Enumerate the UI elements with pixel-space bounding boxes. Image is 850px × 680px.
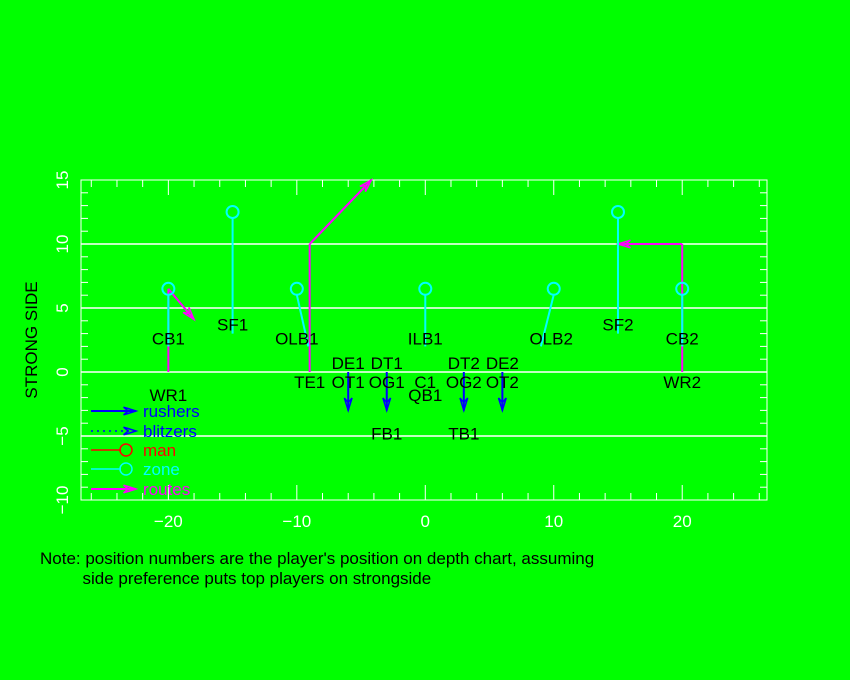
arrow-head-icon — [359, 178, 374, 192]
x-tick-label: 10 — [544, 512, 563, 531]
plot-frame — [80, 179, 768, 501]
rusher-label: DE1 — [332, 354, 365, 373]
zone-defender-ilb1: ILB1 — [408, 281, 443, 349]
legend-arrow-icon — [91, 484, 139, 494]
zone-line — [295, 294, 310, 347]
zone-defender-sf2: SF2 — [602, 205, 634, 335]
zone-circle-icon — [289, 281, 304, 296]
arrow-head-icon — [615, 239, 631, 249]
defender-label: CB1 — [152, 330, 185, 349]
legend-item-rushers: rushers — [91, 402, 200, 421]
legend-circle-icon — [119, 443, 133, 457]
legend-item-zone: zone — [91, 460, 180, 479]
note-line-1: Note: position numbers are the player's … — [40, 549, 595, 568]
offense-label-og2: OG2 — [446, 373, 482, 392]
rusher-label: DT2 — [448, 354, 480, 373]
arrow-shaft — [308, 179, 373, 245]
rusher-arrow — [382, 372, 392, 413]
rusher-label: DE2 — [486, 354, 519, 373]
route — [615, 239, 684, 372]
rusher-label: DT1 — [371, 354, 403, 373]
zone-circle-icon — [418, 281, 433, 296]
zone-circle-icon — [225, 205, 240, 219]
zone-circle-icon — [610, 205, 625, 219]
arrow-head-icon — [123, 426, 139, 436]
arrow-head-icon — [459, 397, 469, 413]
defender-label: OLB1 — [275, 330, 318, 349]
legend-label: blitzers — [143, 422, 197, 441]
zone-defender-olb2: OLB2 — [529, 281, 573, 349]
route-arrow — [615, 239, 683, 249]
defender-label: OLB2 — [529, 330, 572, 349]
route — [308, 178, 374, 372]
offense-label-ot1: OT1 — [332, 373, 365, 392]
arrow-head-icon — [382, 397, 392, 413]
offense-label-fb1: FB1 — [371, 424, 402, 443]
defender-label: ILB1 — [408, 330, 443, 349]
offense-label-te1: TE1 — [294, 373, 325, 392]
y-tick-label: 10 — [53, 235, 72, 254]
arrow-head-icon — [182, 307, 196, 322]
y-tick-label: 5 — [53, 303, 72, 312]
legend-circle-icon — [119, 462, 133, 476]
legend-label: man — [143, 441, 176, 460]
y-tick-label: −10 — [53, 486, 72, 515]
rusher-arrow — [459, 372, 469, 413]
legend-item-blitzers: blitzers — [91, 422, 197, 441]
y-tick-label: 0 — [53, 367, 72, 376]
footnote: Note: position numbers are the player's … — [40, 549, 594, 589]
legend-label: zone — [143, 460, 180, 479]
defender-label: CB2 — [666, 330, 699, 349]
defender-label: SF1 — [217, 316, 248, 335]
zone-circle-icon — [546, 281, 561, 296]
offense-label-qb1: QB1 — [408, 386, 442, 405]
route-arrow — [308, 178, 374, 245]
zone-circle-icon — [161, 281, 176, 296]
rusher-arrow — [343, 372, 353, 413]
x-tick-label: 0 — [421, 512, 430, 531]
y-axis-label: STRONG SIDE — [22, 281, 41, 398]
zone-circle-icon — [675, 281, 690, 296]
defender-label: SF2 — [602, 316, 633, 335]
y-tick-label: 15 — [53, 171, 72, 190]
note-line-2: side preference puts top players on stro… — [40, 569, 432, 588]
x-tick-label: 20 — [673, 512, 692, 531]
zone-defender-cb2: CB2 — [666, 281, 699, 349]
arrow-head-icon — [123, 484, 139, 494]
y-tick-label: −5 — [53, 426, 72, 445]
zone-defender-cb1: CB1 — [152, 281, 185, 349]
legend-arrow-icon — [91, 406, 139, 416]
offense-label-wr2: WR2 — [663, 373, 701, 392]
offense-label-c1: C1 — [414, 373, 436, 392]
x-tick-label: −20 — [154, 512, 183, 531]
legend-label: rushers — [143, 402, 200, 421]
zone-defender-olb1: OLB1 — [275, 281, 319, 349]
arrow-head-icon — [497, 397, 507, 413]
offense-label-ot2: OT2 — [486, 373, 519, 392]
offense-label-tb1: TB1 — [448, 424, 479, 443]
legend-label: routes — [143, 480, 190, 499]
zone-defender-sf1: SF1 — [217, 205, 248, 335]
arrow-head-icon — [343, 397, 353, 413]
zone-line — [539, 294, 555, 347]
legend-item-man: man — [91, 441, 176, 460]
offense-label-og1: OG1 — [369, 373, 405, 392]
legend-item-routes: routes — [91, 480, 190, 499]
legend-arrow-icon — [91, 426, 139, 436]
offense-label-wr1: WR1 — [149, 386, 187, 405]
rusher-arrow — [497, 372, 507, 413]
arrow-head-icon — [123, 406, 139, 416]
x-tick-label: −10 — [282, 512, 311, 531]
